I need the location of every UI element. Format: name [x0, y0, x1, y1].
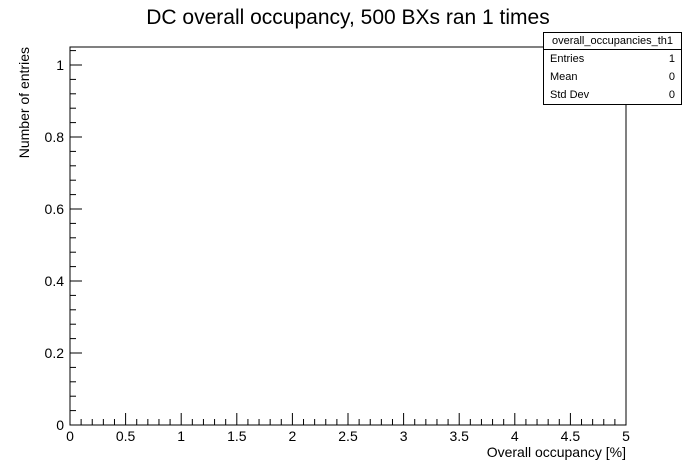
x-axis-label: Overall occupancy [%]	[487, 444, 626, 460]
x-tick-label: 3.5	[449, 428, 469, 444]
y-tick-label: 0.2	[45, 345, 65, 361]
chart-title: DC overall occupancy, 500 BXs ran 1 time…	[146, 6, 549, 29]
y-tick-label: 0.8	[45, 129, 65, 145]
stats-mean-label: Mean	[550, 71, 578, 83]
y-axis: 0 0.2 0.4 0.6 0.8 1	[45, 50, 82, 433]
y-tick-label: 0.4	[45, 273, 65, 289]
stats-entries-label: Entries	[550, 53, 585, 65]
y-tick-label: 1	[56, 57, 64, 73]
stats-row-stddev: Std Dev 0	[544, 86, 681, 104]
stats-row-mean: Mean 0	[544, 68, 681, 86]
x-tick-label: 5	[622, 428, 630, 444]
x-axis: 0 0.5 1 1.5 2 2.5 3 3.5 4 4.5 5	[66, 413, 630, 444]
stats-entries-value: 1	[668, 53, 675, 65]
y-tick-label: 0	[56, 417, 64, 433]
x-tick-label: 2	[289, 428, 297, 444]
stats-stddev-label: Std Dev	[550, 89, 590, 101]
x-tick-label: 4	[511, 428, 519, 444]
stats-box: overall_occupancies_th1 Entries 1 Mean 0…	[543, 32, 682, 105]
x-tick-label: 1.5	[227, 428, 247, 444]
y-axis-label: Number of entries	[16, 47, 32, 158]
y-tick-label: 0.6	[45, 201, 65, 217]
x-tick-label: 0.5	[116, 428, 136, 444]
x-tick-label: 4.5	[561, 428, 581, 444]
x-tick-label: 1	[177, 428, 185, 444]
stats-title: overall_occupancies_th1	[544, 33, 681, 50]
x-tick-label: 0	[66, 428, 74, 444]
stats-stddev-value: 0	[668, 89, 675, 101]
stats-row-entries: Entries 1	[544, 50, 681, 68]
stats-mean-value: 0	[668, 71, 675, 83]
x-tick-label: 3	[400, 428, 408, 444]
x-tick-label: 2.5	[338, 428, 358, 444]
